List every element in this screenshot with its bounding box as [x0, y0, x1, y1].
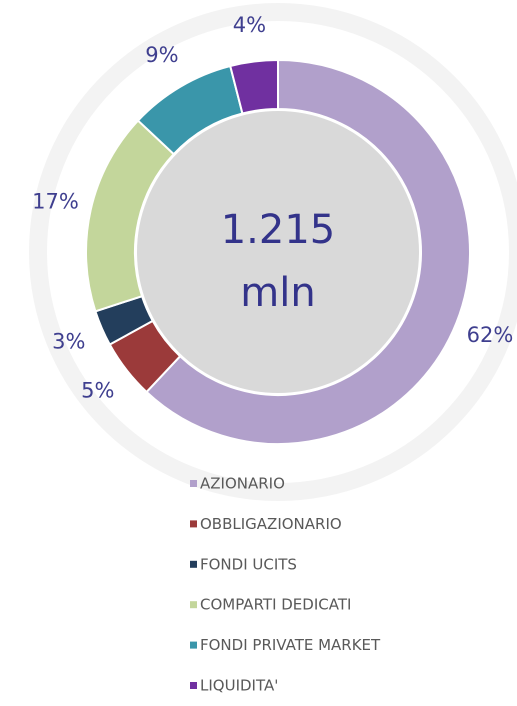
legend-label: FONDI PRIVATE MARKET — [200, 636, 381, 654]
legend-label: FONDI UCITS — [200, 555, 297, 573]
data-label: 5% — [81, 379, 114, 403]
legend-swatch — [190, 480, 197, 487]
legend-label: LIQUIDITA' — [200, 677, 278, 695]
legend-label: OBBLIGAZIONARIO — [200, 515, 342, 533]
legend-label: COMPARTI DEDICATI — [200, 596, 351, 614]
center-disc — [135, 109, 421, 395]
center-text: 1.215 — [221, 207, 336, 253]
data-label: 3% — [52, 330, 85, 354]
data-label: 9% — [145, 43, 178, 67]
legend-swatch — [190, 641, 197, 649]
legend-swatch — [190, 520, 197, 528]
watermark — [29, 3, 517, 501]
legend-swatch — [190, 601, 197, 609]
data-label: 4% — [233, 13, 266, 37]
center-text: mln — [240, 270, 315, 316]
data-label: 17% — [32, 189, 79, 213]
legend-swatch — [190, 560, 197, 568]
legend-swatch — [190, 682, 197, 689]
data-label: 62% — [467, 323, 514, 347]
legend-label: AZIONARIO — [200, 475, 285, 493]
